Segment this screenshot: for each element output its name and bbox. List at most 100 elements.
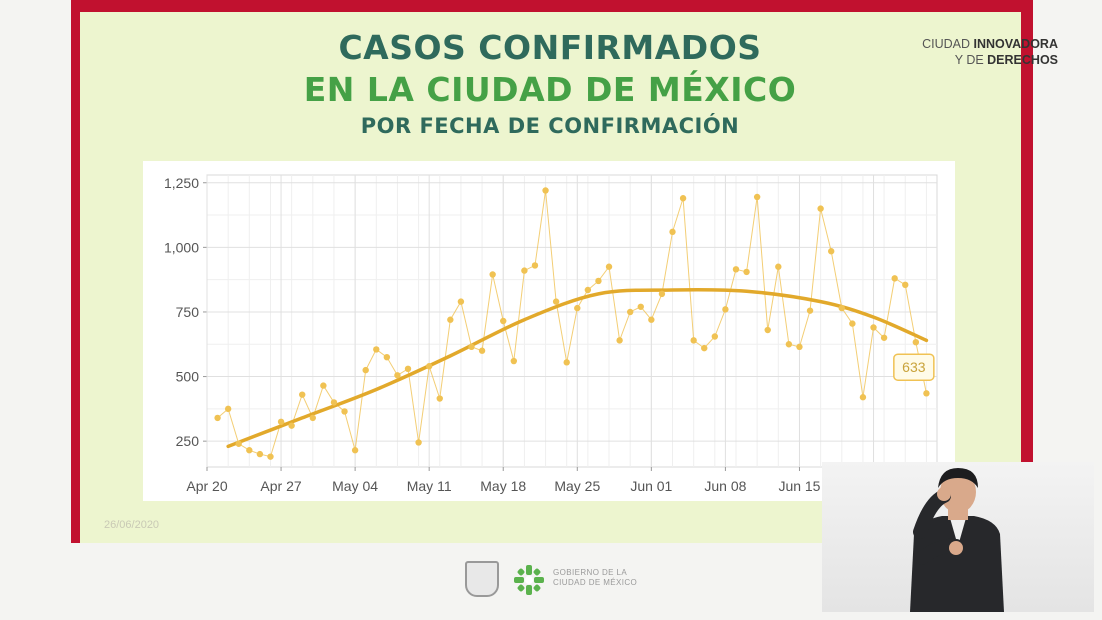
data-point bbox=[732, 266, 740, 273]
x-tick-label: Apr 27 bbox=[260, 478, 301, 494]
data-point bbox=[658, 290, 666, 298]
data-point bbox=[722, 306, 729, 313]
y-tick-label: 1,000 bbox=[164, 239, 199, 255]
trend-curve bbox=[226, 287, 929, 449]
data-point bbox=[362, 366, 369, 374]
data-point bbox=[478, 347, 486, 354]
data-point bbox=[500, 317, 507, 325]
data-point bbox=[806, 307, 814, 314]
data-point bbox=[552, 298, 560, 305]
data-point bbox=[436, 395, 443, 402]
data-point bbox=[775, 263, 782, 270]
data-point bbox=[870, 324, 877, 331]
data-point bbox=[531, 262, 539, 269]
data-point bbox=[912, 338, 920, 346]
data-point bbox=[637, 303, 644, 310]
data-point bbox=[605, 263, 613, 270]
data-point bbox=[214, 414, 221, 422]
data-point bbox=[828, 248, 835, 255]
x-tick-label: Jun 15 bbox=[778, 478, 820, 494]
slide-date: 26/06/2020 bbox=[104, 519, 160, 531]
data-point bbox=[510, 357, 518, 365]
data-point bbox=[891, 275, 898, 282]
sign-language-interpreter-video bbox=[822, 462, 1094, 612]
data-point bbox=[880, 334, 888, 341]
plot-area bbox=[206, 174, 938, 468]
data-point bbox=[753, 193, 761, 201]
data-point bbox=[489, 271, 496, 278]
data-point bbox=[425, 363, 433, 370]
data-point bbox=[341, 408, 348, 415]
data-point bbox=[764, 326, 771, 334]
value-label: 633 bbox=[902, 359, 926, 375]
x-tick-label: May 25 bbox=[554, 478, 600, 494]
data-point bbox=[224, 405, 232, 413]
data-point bbox=[563, 359, 570, 366]
data-point bbox=[394, 372, 401, 379]
x-tick-label: May 18 bbox=[480, 478, 526, 494]
data-point bbox=[785, 341, 793, 348]
gov-text-line2: CIUDAD DE MÉXICO bbox=[553, 578, 638, 587]
data-point bbox=[542, 187, 549, 194]
data-point bbox=[648, 316, 655, 323]
data-point bbox=[679, 195, 687, 202]
data-point bbox=[330, 399, 338, 406]
x-tick-label: May 11 bbox=[407, 478, 452, 494]
data-point bbox=[923, 390, 930, 397]
chart-title-line1: CASOS CONFIRMADOS bbox=[338, 28, 762, 67]
data-point bbox=[299, 391, 306, 398]
data-point bbox=[351, 447, 359, 454]
y-tick-label: 250 bbox=[176, 433, 200, 449]
data-point bbox=[711, 333, 719, 340]
x-tick-label: Jun 01 bbox=[630, 478, 672, 494]
x-tick-label: Apr 20 bbox=[186, 478, 227, 494]
data-point bbox=[457, 298, 465, 305]
brand-line1-prefix: CIUDAD bbox=[922, 37, 974, 51]
data-point bbox=[701, 344, 708, 352]
data-point bbox=[404, 365, 412, 373]
data-point bbox=[309, 414, 316, 422]
x-tick-label: May 04 bbox=[332, 478, 378, 494]
brand-line2-bold: DERECHOS bbox=[987, 53, 1058, 67]
data-point bbox=[584, 286, 592, 294]
data-point bbox=[277, 418, 285, 425]
brand-slogan: CIUDAD INNOVADORA Y DE DERECHOS bbox=[880, 36, 1058, 68]
data-point bbox=[690, 337, 697, 344]
data-point bbox=[743, 268, 750, 276]
data-point bbox=[288, 422, 295, 429]
chart-card: 250 500 750 1,000 1,250 Apr 20 Apr 27 May 04 May… bbox=[143, 161, 955, 501]
brand-line1-bold: INNOVADORA bbox=[973, 37, 1059, 51]
data-point bbox=[373, 346, 380, 353]
data-point bbox=[468, 343, 475, 351]
data-point bbox=[246, 447, 253, 454]
data-point bbox=[838, 304, 845, 312]
data-point bbox=[616, 337, 623, 344]
y-tick-label: 1,250 bbox=[164, 175, 199, 191]
data-point bbox=[521, 267, 528, 274]
chart-title-line2: EN LA CIUDAD DE MÉXICO bbox=[303, 70, 797, 109]
data-point bbox=[235, 440, 242, 447]
x-tick-label: Jun 08 bbox=[704, 478, 746, 494]
cdmx-logo-icon bbox=[514, 565, 544, 595]
cases-line-chart: 250 500 750 1,000 1,250 Apr 20 Apr 27 May 04 May… bbox=[164, 174, 938, 494]
interpreter-figure bbox=[910, 468, 1004, 612]
data-point bbox=[669, 228, 676, 236]
y-tick-label: 500 bbox=[176, 369, 200, 385]
gov-logo-text: GOBIERNO DE LA CIUDAD DE MÉXICO bbox=[553, 568, 637, 588]
data-point bbox=[383, 353, 391, 361]
data-point bbox=[849, 320, 856, 327]
data-point bbox=[796, 343, 803, 351]
data-point bbox=[320, 382, 327, 389]
data-point bbox=[595, 277, 602, 285]
coat-of-arms-icon bbox=[465, 561, 499, 597]
data-point bbox=[267, 453, 274, 460]
value-label-box bbox=[893, 353, 935, 381]
data-point bbox=[256, 450, 264, 458]
data-point bbox=[626, 308, 634, 316]
data-point bbox=[817, 205, 824, 212]
chart-subtitle: POR FECHA DE CONFIRMACIÓN bbox=[360, 114, 740, 138]
y-tick-label: 750 bbox=[176, 304, 200, 320]
data-point bbox=[902, 281, 909, 289]
data-point bbox=[859, 394, 867, 401]
gov-text-line1: GOBIERNO DE LA bbox=[553, 568, 628, 577]
